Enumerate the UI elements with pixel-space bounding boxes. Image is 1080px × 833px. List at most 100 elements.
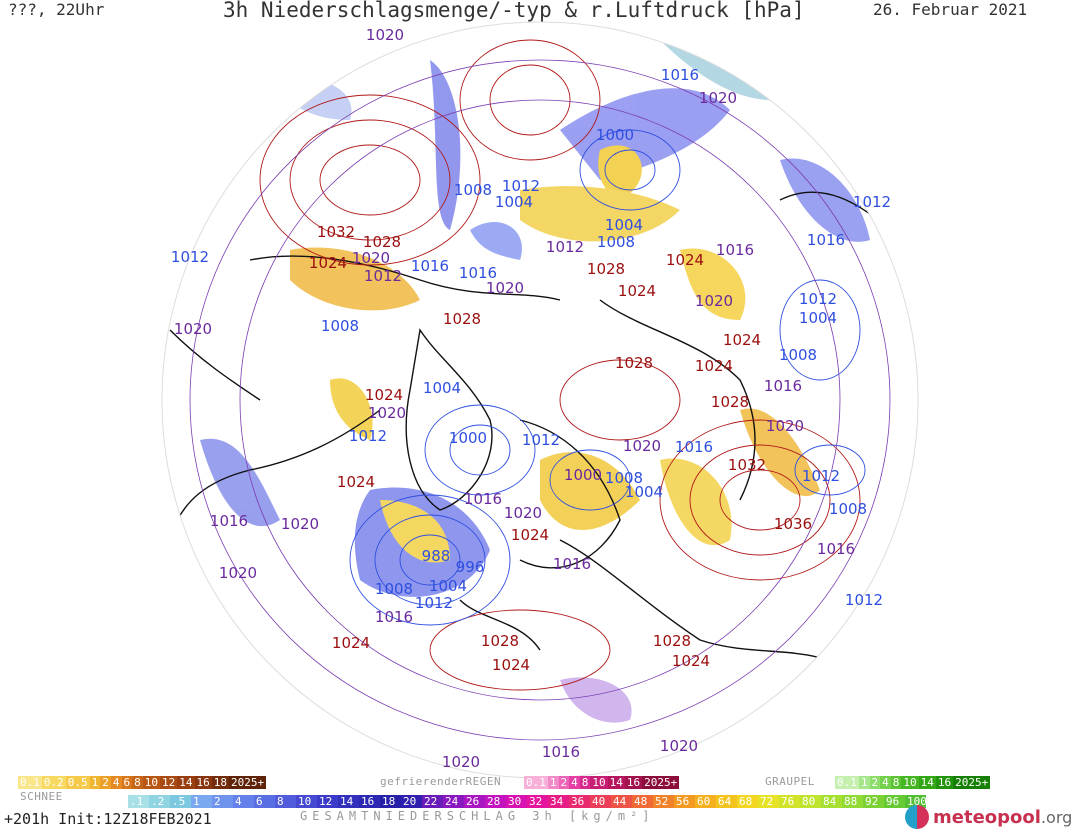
snow-scale-step: 6 xyxy=(121,776,133,789)
isobar-label: 1004 xyxy=(423,379,461,397)
snow-scale-step: 4 xyxy=(110,776,122,789)
graupel-scale: 0.1 1 2 4 8 10 14 16 2025+ xyxy=(835,776,991,789)
isobar-label: 1028 xyxy=(587,260,625,278)
freezing-rain-label: gefrierenderREGEN xyxy=(380,775,502,788)
isobar-label: 1016 xyxy=(716,241,754,259)
isobar-label: 1008 xyxy=(779,346,817,364)
graupel-scale-step: 2025+ xyxy=(953,776,991,789)
total-precip-scale-step: 1 xyxy=(191,795,212,808)
isobar-label: 1020 xyxy=(623,437,661,455)
total-precip-scale: .1.2.5 1 2 4 6 8 10 12 14 16 18 20 22 24 26 28 30 32 34 36 4… xyxy=(128,795,927,808)
isobar-label: 1036 xyxy=(774,515,812,533)
total-precip-caption: GESAMTNIEDERSCHLAG 3h [kg/m²] xyxy=(300,809,655,823)
isobar-label: 1000 xyxy=(564,466,602,484)
graupel-scale-step: 10 xyxy=(901,776,919,789)
snow-scale-step: 1 xyxy=(89,776,101,789)
snow-scale-step: 2025+ xyxy=(229,776,267,789)
isobar-label: 1016 xyxy=(375,608,413,626)
isobar-label: 1020 xyxy=(174,320,212,338)
isobar-label: 1020 xyxy=(486,279,524,297)
isobar-label: 1020 xyxy=(281,515,319,533)
logo-icon xyxy=(905,805,929,829)
freezing-rain-scale-step: 1 xyxy=(547,776,559,789)
total-precip-scale-step: 56 xyxy=(674,795,695,808)
isobar-label: 1020 xyxy=(660,737,698,755)
isobar-label: 1016 xyxy=(210,512,248,530)
isobar-label: 1012 xyxy=(802,467,840,485)
total-precip-scale-step: 4 xyxy=(233,795,254,808)
total-precip-scale-step: 34 xyxy=(548,795,569,808)
isobar-label: 1012 xyxy=(853,193,891,211)
graupel-scale-step: 16 xyxy=(935,776,954,789)
total-precip-scale-step: 16 xyxy=(359,795,380,808)
isobar-label: 1012 xyxy=(799,290,837,308)
freezing-rain-scale-step: 14 xyxy=(607,776,625,789)
isobar-label: 1012 xyxy=(415,594,453,612)
snow-scale-step: 16 xyxy=(194,776,212,789)
total-precip-scale-step: .2 xyxy=(149,795,170,808)
isobar-label: 1004 xyxy=(799,309,837,327)
isobar-label: 1012 xyxy=(502,177,540,195)
isobar-label: 1028 xyxy=(363,233,401,251)
isobar-label: 1016 xyxy=(807,231,845,249)
isobar-label: 1020 xyxy=(766,417,804,435)
isobar-label: 1024 xyxy=(337,473,375,491)
total-precip-scale-step: 100 xyxy=(905,795,927,808)
total-precip-scale-step: .1 xyxy=(128,795,149,808)
isobar-label: 1020 xyxy=(504,504,542,522)
isobar-label: 1016 xyxy=(411,257,449,275)
total-precip-scale-step: 10 xyxy=(296,795,317,808)
snow-scale-step: 2 xyxy=(100,776,111,789)
isobar-label: 1028 xyxy=(443,310,481,328)
isobar-label: 1008 xyxy=(375,580,413,598)
isobar-label: 1024 xyxy=(618,282,656,300)
isobar-label: 1024 xyxy=(723,331,761,349)
freezing-rain-scale-step: 10 xyxy=(590,776,608,789)
isobar-label: 1020 xyxy=(368,404,406,422)
total-precip-scale-step: 32 xyxy=(527,795,548,808)
isobar-label: 1004 xyxy=(429,577,467,595)
total-precip-scale-step: 22 xyxy=(422,795,443,808)
total-precip-scale-step: 84 xyxy=(821,795,842,808)
isobar-label: 1004 xyxy=(495,193,533,211)
header-date: 26. Februar 2021 xyxy=(873,0,1028,19)
logo-tld: .org xyxy=(1040,807,1073,827)
total-precip-scale-step: 60 xyxy=(695,795,716,808)
isobar-label: 1020 xyxy=(352,249,390,267)
isobar-label: 1032 xyxy=(317,223,355,241)
snow-scale: 0.1 0.2 0.5 1 2 4 6 8 10 12 14 16 18 2025+ xyxy=(18,776,267,789)
isobar-label: 1012 xyxy=(364,267,402,285)
isobar-label: 1020 xyxy=(442,753,480,771)
isobar-label: 1008 xyxy=(321,317,359,335)
graupel-scale-step: 2 xyxy=(869,776,881,789)
total-precip-scale-step: 6 xyxy=(254,795,275,808)
isobar-label: 1028 xyxy=(481,632,519,650)
total-precip-scale-step: 14 xyxy=(338,795,359,808)
total-precip-scale-step: 52 xyxy=(653,795,674,808)
total-precip-scale-step: 76 xyxy=(779,795,800,808)
isobar-label: 1012 xyxy=(546,238,584,256)
isobar-label: 988 xyxy=(422,547,451,565)
isobar-label: 1016 xyxy=(464,490,502,508)
isobar-label: 1028 xyxy=(653,632,691,650)
isobar-label: 1016 xyxy=(817,540,855,558)
isobar-label: 1004 xyxy=(625,483,663,501)
isobar-label: 1032 xyxy=(728,456,766,474)
total-precip-scale-step: 88 xyxy=(842,795,863,808)
meteopool-logo[interactable]: meteopool .org xyxy=(905,805,1072,829)
isobar-label: 1016 xyxy=(661,66,699,84)
isobar-label: 1000 xyxy=(596,126,634,144)
graupel-scale-step: 4 xyxy=(880,776,891,789)
isobar-label: 1028 xyxy=(615,354,653,372)
total-precip-scale-step: 8 xyxy=(275,795,296,808)
total-precip-scale-step: 26 xyxy=(464,795,485,808)
isobar-label: 1024 xyxy=(492,656,530,674)
snow-scale-step: 0.1 xyxy=(18,776,42,789)
isobar-label: 1016 xyxy=(542,743,580,761)
isobar-label: 1024 xyxy=(672,652,710,670)
isobar-label: 1016 xyxy=(675,438,713,456)
snow-scale-step: 12 xyxy=(160,776,178,789)
isobar-label: 1024 xyxy=(666,251,704,269)
